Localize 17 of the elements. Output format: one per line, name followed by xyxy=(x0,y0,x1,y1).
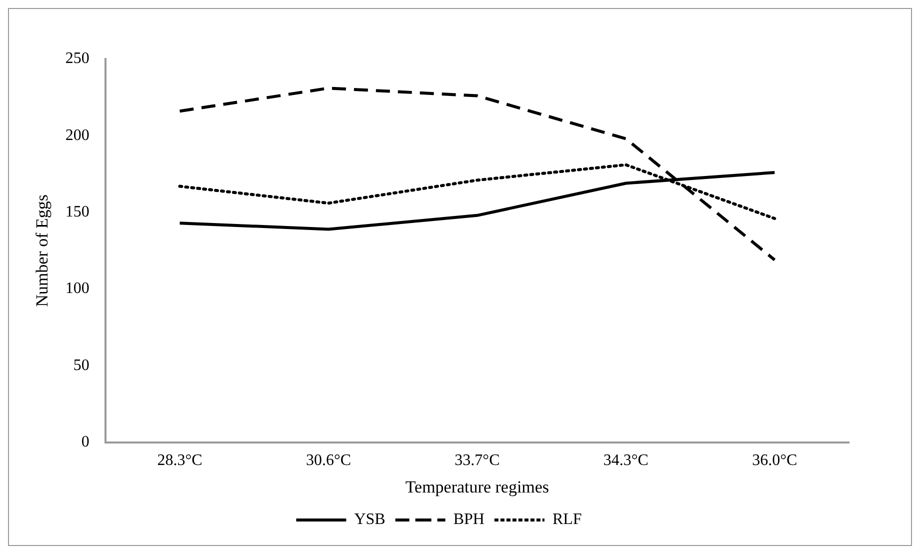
y-tick-label: 100 xyxy=(65,280,90,298)
y-axis-title: Number of Eggs xyxy=(32,194,52,307)
x-tick-label: 30.6°C xyxy=(306,452,352,470)
x-tick-label: 34.3°C xyxy=(603,452,648,470)
y-tick-label: 150 xyxy=(65,204,90,221)
y-tick-label: 250 xyxy=(65,50,90,68)
x-tick-label: 28.3°C xyxy=(157,452,202,470)
legend-label: YSB xyxy=(354,511,386,528)
x-tick-label: 36.0°C xyxy=(752,452,798,470)
x-axis-title: Temperature regimes xyxy=(405,477,550,496)
y-tick-label: 0 xyxy=(81,434,90,451)
legend-label: BPH xyxy=(453,511,485,528)
y-tick-label: 50 xyxy=(73,356,90,374)
x-tick-label: 33.7°C xyxy=(454,452,500,470)
legend-label: RLF xyxy=(552,511,582,528)
line-series xyxy=(178,86,776,262)
y-tick-label: 200 xyxy=(65,126,90,144)
